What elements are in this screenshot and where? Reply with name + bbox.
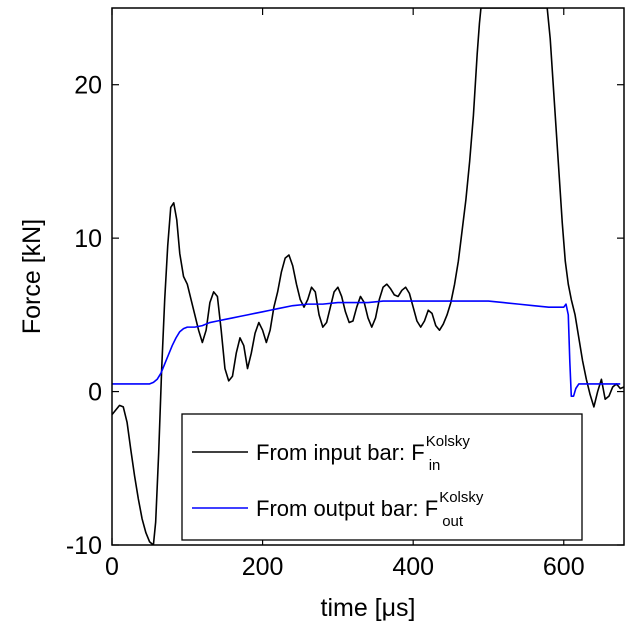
y-tick-label: -10	[66, 532, 102, 560]
y-axis-label: Force [kN]	[18, 219, 46, 334]
x-tick-label: 0	[105, 553, 119, 581]
legend-label-subscript: in	[429, 457, 441, 474]
x-axis-label: time [μs]	[321, 594, 416, 622]
legend-box	[181, 413, 583, 541]
y-tick-label: 10	[74, 225, 102, 253]
series-line-2	[112, 300, 621, 397]
x-tick-label: 600	[543, 553, 585, 581]
x-tick-label: 200	[242, 553, 284, 581]
legend-label-1: From input bar: F	[256, 440, 425, 465]
series-layer	[112, 8, 624, 545]
y-tick-label: 20	[74, 72, 102, 100]
legend-label-superscript: Kolsky	[426, 433, 471, 450]
y-tick-label: 0	[88, 379, 102, 407]
legend-label-2: From output bar: F	[256, 496, 438, 521]
legend-label-subscript: out	[442, 513, 464, 530]
legend-label-superscript: Kolsky	[439, 489, 484, 506]
series-line-1	[112, 8, 624, 545]
x-tick-label: 400	[392, 553, 434, 581]
plot-frame	[111, 7, 625, 546]
